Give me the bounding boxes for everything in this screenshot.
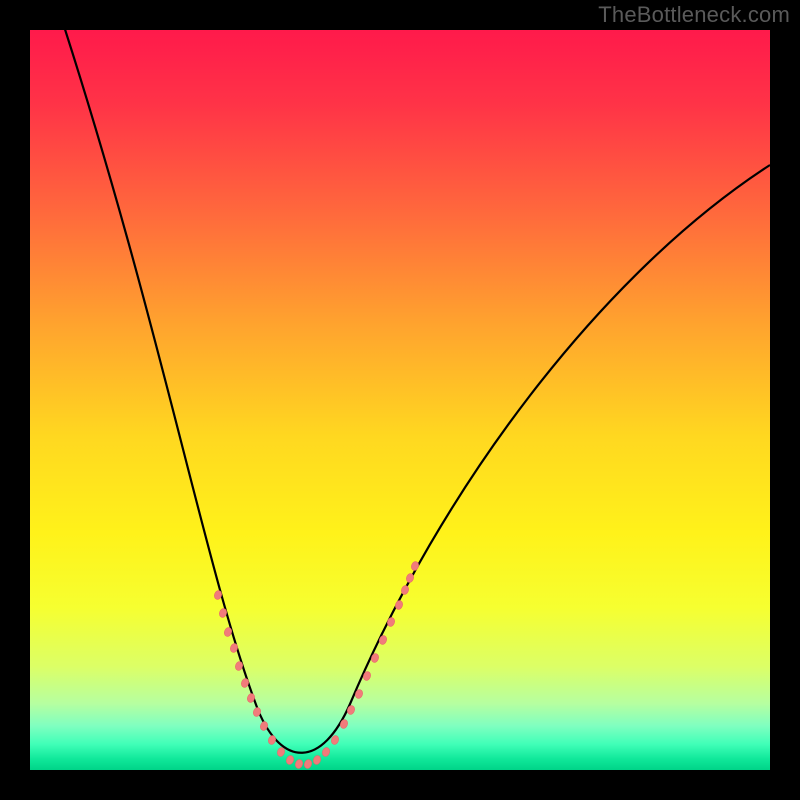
chart-stage: TheBottleneck.com <box>0 0 800 800</box>
gradient-panel <box>30 30 770 770</box>
chart-svg <box>0 0 800 800</box>
watermark-text: TheBottleneck.com <box>598 2 790 28</box>
